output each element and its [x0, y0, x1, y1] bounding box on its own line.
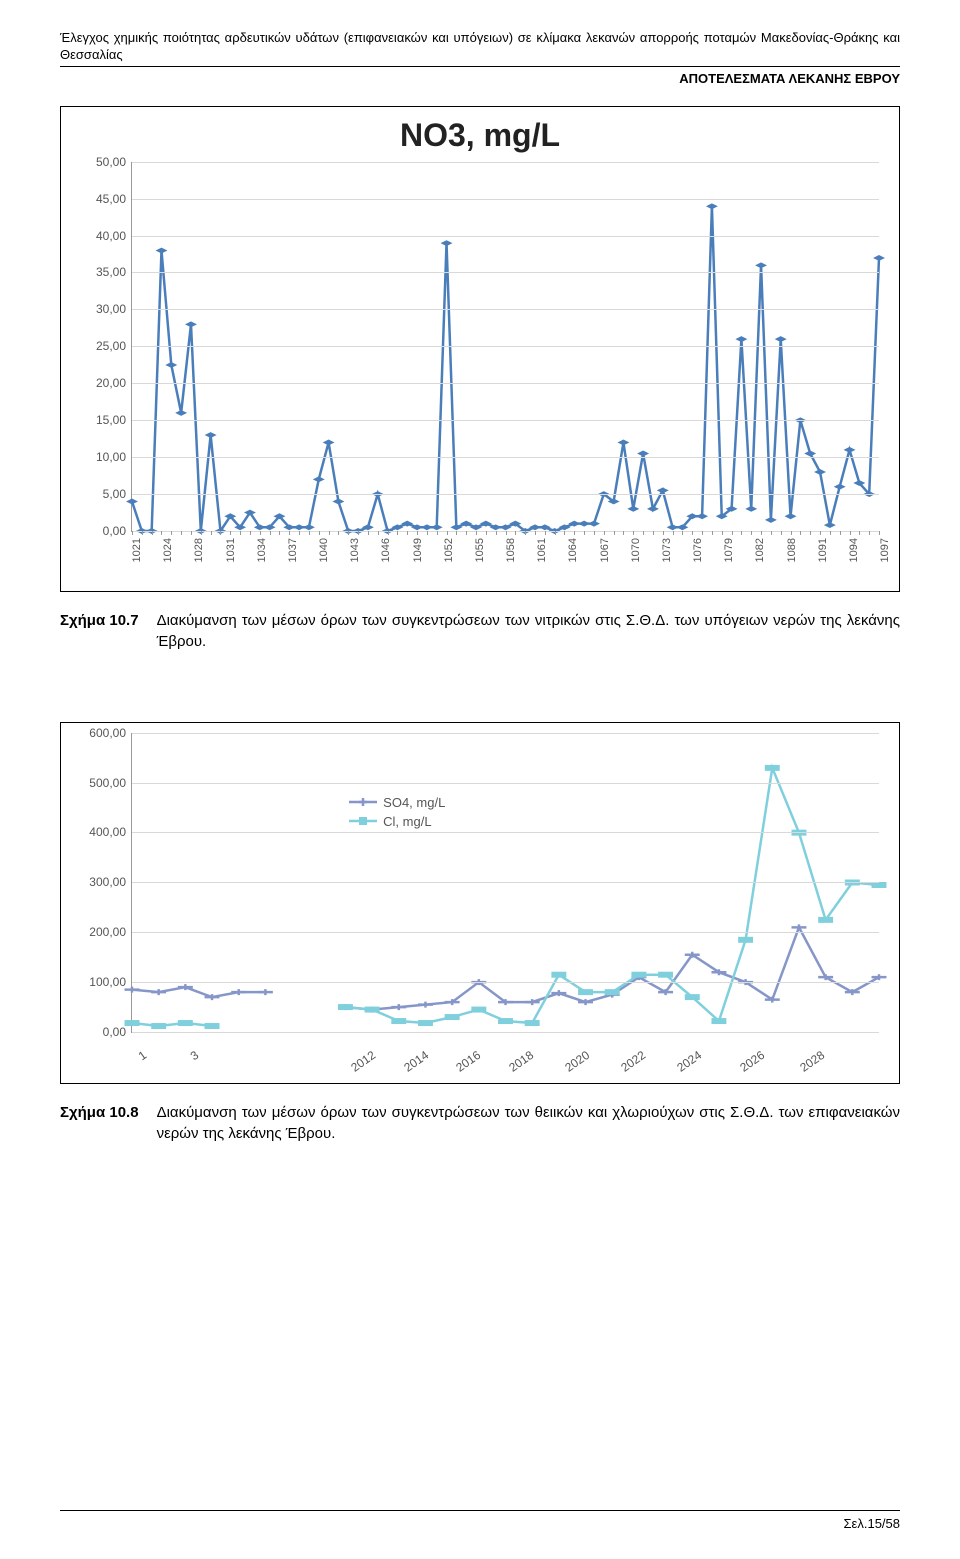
xtick-label: 2026: [738, 1048, 768, 1075]
ytick-label: 400,00: [89, 825, 132, 839]
chart-so4-cl: SO4, mg/L Cl, mg/L 0,00 100,00 200,00 300,00…: [60, 722, 900, 1084]
caption-2: Σχήμα 10.8 Διακύμανση των μέσων όρων των…: [60, 1102, 900, 1144]
footer-page: Σελ.15/58: [844, 1516, 900, 1531]
xtick-label: 1079: [723, 538, 735, 562]
xtick-label: 1058: [505, 538, 517, 562]
chart-no3: NO3, mg/L 0,005,0010,0015,0020,0025,0030…: [60, 106, 900, 592]
legend-label: Cl, mg/L: [383, 814, 431, 829]
xtick-label: 1040: [318, 538, 330, 562]
header-subtitle: ΑΠΟΤΕΛΕΣΜΑΤΑ ΛΕΚΑΝΗΣ ΕΒΡΟΥ: [60, 71, 900, 86]
legend-item: SO4, mg/L: [349, 795, 445, 810]
legend-item: Cl, mg/L: [349, 814, 445, 829]
ytick-label: 25,00: [96, 339, 132, 353]
xtick-label: 1043: [349, 538, 361, 562]
chart-no3-plot: 0,005,0010,0015,0020,0025,0030,0035,0040…: [131, 162, 879, 586]
ytick-label: 20,00: [96, 376, 132, 390]
xtick-label: 2014: [401, 1048, 431, 1075]
chart-so4-cl-plot: SO4, mg/LCl, mg/L 0,00100,00200,00300,00…: [131, 733, 879, 1063]
header-title: Έλεγχος χημικής ποιότητας αρδευτικών υδά…: [60, 30, 900, 64]
xtick-label: 1: [136, 1048, 150, 1063]
xtick-label: 1067: [599, 538, 611, 562]
ytick-label: 600,00: [89, 726, 132, 740]
xtick-label: 1031: [225, 538, 237, 562]
xtick-label: 1024: [162, 538, 174, 562]
xtick-label: 1052: [443, 538, 455, 562]
xtick-label: 1049: [412, 538, 424, 562]
xtick-label: 1097: [879, 538, 891, 562]
ytick-label: 0,00: [103, 524, 132, 538]
ytick-label: 100,00: [89, 975, 132, 989]
xtick-label: 1091: [817, 538, 829, 562]
xtick-label: 1061: [536, 538, 548, 562]
chart-so4-cl-legend: SO4, mg/L Cl, mg/L: [341, 787, 453, 837]
xtick-label: 2016: [453, 1048, 483, 1075]
xtick-label: 3: [188, 1048, 202, 1063]
ytick-label: 35,00: [96, 265, 132, 279]
chart-no3-plot-area: 0,005,0010,0015,0020,0025,0030,0035,0040…: [131, 162, 879, 532]
ytick-label: 45,00: [96, 192, 132, 206]
xtick-label: 1021: [131, 538, 143, 562]
xtick-label: 2024: [674, 1048, 704, 1075]
xtick-label: 2012: [349, 1048, 379, 1075]
ytick-label: 15,00: [96, 413, 132, 427]
ytick-label: 30,00: [96, 302, 132, 316]
ytick-label: 50,00: [96, 155, 132, 169]
caption-1-text: Διακύμανση των μέσων όρων των συγκεντρώσ…: [157, 610, 900, 652]
ytick-label: 500,00: [89, 776, 132, 790]
footer-rule: [60, 1510, 900, 1511]
ytick-label: 300,00: [89, 875, 132, 889]
ytick-label: 0,00: [103, 1025, 132, 1039]
caption-1: Σχήμα 10.7 Διακύμανση των μέσων όρων των…: [60, 610, 900, 652]
xtick-label: 1064: [567, 538, 579, 562]
xtick-label: 2020: [562, 1048, 592, 1075]
chart-no3-xlabels: 1021 1024 1028 1031 1034 1037 1040 1043 1046 1049…: [131, 536, 879, 586]
xtick-label: 1073: [661, 538, 673, 562]
ytick-label: 10,00: [96, 450, 132, 464]
legend-label: SO4, mg/L: [383, 795, 445, 810]
caption-2-label: Σχήμα 10.8: [60, 1102, 139, 1144]
chart-so4-cl-plot-area: SO4, mg/LCl, mg/L 0,00100,00200,00300,00…: [131, 733, 879, 1033]
page-header: Έλεγχος χημικής ποιότητας αρδευτικών υδά…: [60, 30, 900, 67]
xtick-label: 1037: [287, 538, 299, 562]
xtick-label: 2028: [798, 1048, 828, 1075]
ytick-label: 40,00: [96, 229, 132, 243]
chart-no3-title: NO3, mg/L: [71, 117, 889, 154]
xtick-label: 2022: [618, 1048, 648, 1075]
xtick-label: 1046: [380, 538, 392, 562]
xtick-label: 1082: [754, 538, 766, 562]
xtick-label: 1076: [692, 538, 704, 562]
xtick-label: 1055: [474, 538, 486, 562]
chart-so4-cl-xlabels: 13201220142016201820202022202420262028: [131, 1033, 879, 1063]
caption-1-label: Σχήμα 10.7: [60, 610, 139, 652]
caption-2-text: Διακύμανση των μέσων όρων των συγκεντρώσ…: [157, 1102, 900, 1144]
xtick-label: 1094: [848, 538, 860, 562]
xtick-label: 2018: [506, 1048, 536, 1075]
ytick-label: 200,00: [89, 925, 132, 939]
ytick-label: 5,00: [103, 487, 132, 501]
xtick-label: 1034: [256, 538, 268, 562]
xtick-label: 1028: [193, 538, 205, 562]
xtick-label: 1088: [786, 538, 798, 562]
xtick-label: 1070: [630, 538, 642, 562]
